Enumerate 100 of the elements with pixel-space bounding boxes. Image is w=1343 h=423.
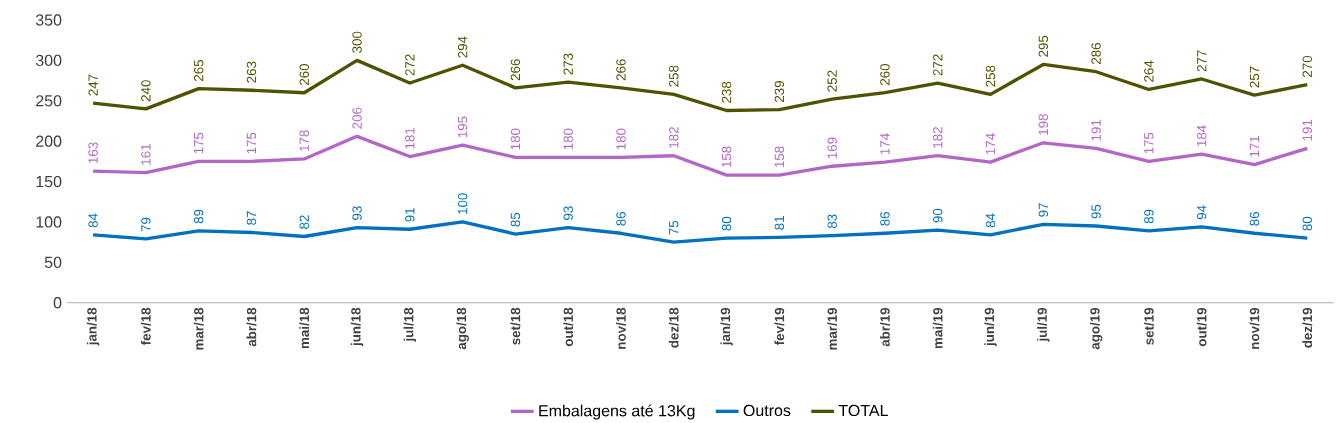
y-tick-label: 200: [36, 135, 62, 147]
data-label: 174: [880, 133, 890, 155]
data-label: 75: [669, 220, 679, 235]
data-label: 174: [985, 133, 996, 155]
data-label: 272: [933, 54, 943, 76]
legend-label: Outros: [743, 404, 791, 417]
data-label: 81: [774, 216, 785, 230]
data-label: 206: [352, 107, 362, 129]
data-label: 295: [1038, 35, 1049, 57]
data-label: 252: [827, 70, 837, 92]
data-label: 89: [193, 209, 204, 224]
data-label: 258: [985, 65, 996, 87]
data-label: 272: [405, 54, 415, 76]
data-label: 87: [246, 211, 257, 225]
x-tick-label: dez/19: [1302, 308, 1313, 348]
x-tick-label: nov/18: [616, 307, 626, 349]
data-label: 294: [457, 36, 468, 58]
x-tick-label: out/19: [1196, 308, 1207, 347]
x-tick-label: set/18: [510, 307, 521, 345]
data-label: 180: [510, 128, 521, 150]
x-tick-label: ago/19: [1089, 308, 1103, 350]
data-label: 80: [1302, 216, 1312, 231]
data-label: 91: [405, 208, 415, 222]
data-label: 264: [1144, 60, 1154, 82]
data-label: 84: [985, 213, 996, 228]
legend-label: TOTAL: [838, 404, 888, 417]
x-tick-label: mai/19: [932, 308, 943, 349]
data-label: 181: [405, 128, 415, 149]
data-label: 286: [1091, 43, 1101, 65]
x-tick-label: jun/18: [350, 307, 364, 347]
y-tick-label: 100: [36, 216, 62, 228]
data-label: 258: [669, 65, 679, 87]
legend-label: Embalagens até 13Kg: [539, 404, 695, 420]
y-tick-label: 150: [36, 176, 62, 188]
data-label: 169: [827, 137, 837, 159]
data-label: 93: [563, 206, 573, 221]
data-label: 247: [88, 74, 98, 96]
data-label: 180: [616, 128, 626, 150]
data-label: 198: [1038, 114, 1049, 135]
x-tick-label: jul/18: [403, 307, 417, 342]
x-tick-label: jul/19: [1037, 308, 1050, 342]
x-tick-label: set/19: [1143, 308, 1154, 345]
data-label: 180: [563, 128, 573, 150]
data-label: 175: [246, 132, 257, 154]
data-label: 100: [457, 193, 468, 215]
data-label: 195: [457, 116, 468, 138]
data-label: 94: [1196, 205, 1207, 220]
data-label: 184: [1196, 125, 1207, 147]
data-label: 84: [88, 213, 98, 228]
x-tick-label: fev/19: [774, 308, 785, 346]
x-tick-label: mai/18: [299, 307, 310, 349]
data-label: 86: [1249, 212, 1260, 226]
x-tick-label: fev/18: [140, 307, 151, 346]
y-tick-label: 250: [36, 95, 62, 107]
y-tick-label: 0: [53, 297, 62, 309]
data-label: 270: [1302, 56, 1312, 78]
y-tick-label: 300: [35, 54, 62, 67]
data-label: 90: [933, 208, 943, 223]
data-label: 158: [774, 146, 785, 168]
data-label: 86: [880, 212, 890, 226]
data-label: 163: [88, 142, 98, 164]
x-tick-label: nov/19: [1249, 308, 1260, 349]
data-label: 300: [352, 31, 362, 54]
data-label: 238: [721, 81, 732, 103]
data-label: 93: [352, 206, 362, 221]
data-label: 239: [774, 81, 785, 103]
data-label: 260: [299, 64, 309, 86]
x-tick-label: jan/18: [86, 307, 100, 346]
data-label: 175: [1144, 132, 1154, 154]
data-label: 191: [1091, 119, 1101, 141]
data-label: 83: [827, 214, 837, 229]
data-label: 266: [510, 59, 521, 81]
data-label: 158: [721, 146, 732, 168]
data-label: 86: [616, 212, 626, 226]
x-tick-label: mar/18: [193, 307, 204, 350]
data-label: 257: [1249, 66, 1260, 88]
x-tick-label: mar/19: [827, 308, 838, 350]
x-tick-label: abr/18: [246, 307, 257, 347]
data-label: 85: [510, 212, 521, 227]
data-label: 80: [721, 216, 732, 231]
x-tick-label: abr/19: [879, 308, 890, 347]
data-label: 273: [563, 53, 573, 75]
data-label: 265: [193, 60, 204, 82]
x-tick-label: jun/19: [984, 308, 997, 347]
data-label: 178: [299, 130, 309, 152]
data-label: 191: [1302, 119, 1312, 141]
data-label: 175: [194, 132, 204, 154]
data-label: 263: [246, 61, 257, 83]
x-tick-label: out/18: [563, 307, 574, 347]
data-label: 95: [1091, 204, 1101, 219]
x-tick-label: ago/18: [456, 307, 469, 350]
y-tick-label: 50: [44, 256, 62, 269]
data-label: 171: [1249, 136, 1260, 157]
data-label: 82: [299, 215, 309, 230]
x-tick-label: jan/19: [720, 308, 733, 346]
data-label: 240: [141, 80, 151, 102]
y-tick-label: 350: [35, 14, 62, 26]
data-label: 260: [880, 64, 890, 86]
data-label: 277: [1197, 50, 1207, 72]
data-label: 89: [1144, 209, 1154, 224]
